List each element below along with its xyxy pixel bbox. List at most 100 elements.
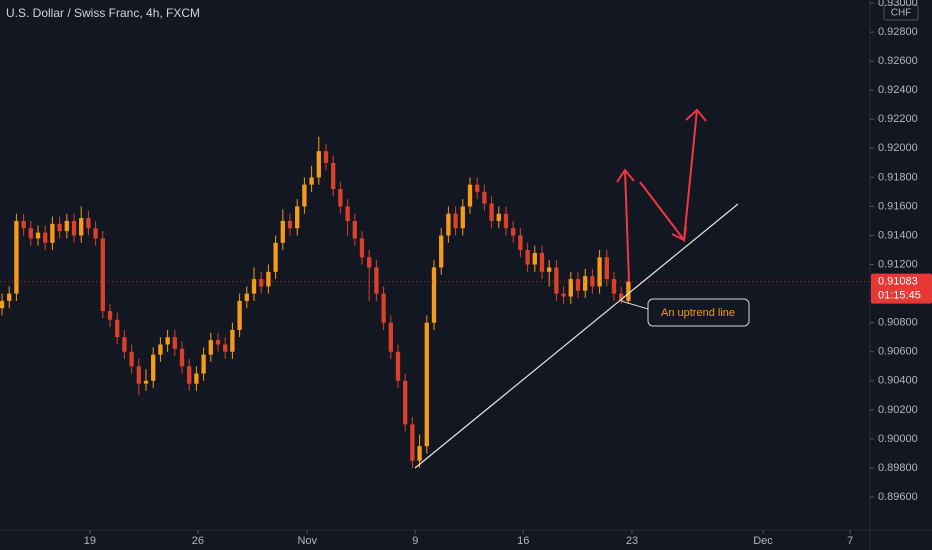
y-tick-label: 0.92600 bbox=[878, 55, 918, 67]
y-tick-label: 0.90800 bbox=[878, 317, 918, 329]
y-tick-label: 0.90200 bbox=[878, 404, 918, 416]
candle-body bbox=[611, 279, 617, 294]
candle-body bbox=[323, 151, 329, 163]
candle-body bbox=[511, 228, 516, 236]
x-tick-label: Nov bbox=[297, 535, 317, 547]
candle-body bbox=[583, 276, 588, 291]
arrow-head bbox=[616, 168, 635, 183]
candle-body bbox=[561, 293, 566, 297]
candle-body bbox=[187, 366, 192, 384]
candle-body bbox=[71, 220, 77, 236]
candle-body bbox=[424, 322, 429, 447]
y-tick-label: 0.91600 bbox=[878, 200, 918, 212]
arrows bbox=[616, 108, 707, 283]
x-tick-label: 19 bbox=[84, 535, 96, 547]
candle-body bbox=[266, 271, 271, 287]
candle-body bbox=[194, 373, 199, 384]
candle-body bbox=[575, 279, 581, 291]
candle-body bbox=[86, 218, 91, 229]
candle-body bbox=[158, 344, 163, 355]
candle-body bbox=[0, 300, 5, 309]
y-tick-label: 0.92000 bbox=[878, 142, 918, 154]
y-tick-label: 0.91800 bbox=[878, 171, 918, 183]
candle-body bbox=[273, 242, 278, 272]
candle-body bbox=[165, 337, 170, 345]
candle-body bbox=[532, 252, 537, 265]
candle-body bbox=[410, 424, 415, 461]
x-tick-label: 26 bbox=[192, 535, 204, 547]
candle-body bbox=[467, 184, 473, 207]
candle-body bbox=[215, 340, 221, 345]
candle-body bbox=[129, 351, 134, 367]
candle-body bbox=[179, 348, 185, 367]
candle-body bbox=[568, 279, 573, 297]
candle-body bbox=[417, 446, 422, 461]
candle-body bbox=[503, 213, 509, 229]
y-tick-label: 0.92800 bbox=[878, 26, 918, 38]
candle-body bbox=[295, 206, 300, 229]
candle-body bbox=[251, 279, 257, 294]
candle-body bbox=[518, 235, 523, 251]
candles bbox=[0, 136, 631, 468]
candle-body bbox=[453, 213, 458, 229]
annotation-text: An uptrend line bbox=[661, 307, 735, 319]
candle-body bbox=[259, 279, 264, 287]
candle-body bbox=[525, 250, 530, 265]
y-tick-label: 0.90000 bbox=[878, 433, 918, 445]
candle-body bbox=[446, 213, 451, 236]
candle-body bbox=[496, 213, 501, 221]
y-tick-label: 0.90600 bbox=[878, 346, 918, 358]
candle-body bbox=[287, 220, 293, 229]
candle-body bbox=[14, 220, 19, 294]
candle-body bbox=[403, 380, 408, 425]
candle-body bbox=[64, 220, 69, 232]
candle-body bbox=[35, 232, 41, 239]
x-tick-label: 23 bbox=[626, 535, 638, 547]
candle-body bbox=[395, 351, 401, 381]
y-tick-label: 0.89600 bbox=[878, 491, 918, 503]
candle-body bbox=[223, 344, 228, 352]
candle-body bbox=[244, 293, 249, 301]
candle-body bbox=[143, 380, 149, 384]
candle-body bbox=[388, 322, 393, 352]
last-price-label: 0.91083 bbox=[878, 275, 918, 287]
candle-body bbox=[604, 257, 609, 280]
candle-body bbox=[431, 267, 437, 323]
y-tick-label: 0.91400 bbox=[878, 229, 918, 241]
x-tick-label: 7 bbox=[847, 535, 853, 547]
currency-label: CHF bbox=[891, 8, 912, 19]
candle-body bbox=[7, 293, 12, 301]
candle-body bbox=[43, 232, 48, 243]
x-tick-label: 9 bbox=[412, 535, 418, 547]
candle-body bbox=[554, 267, 559, 294]
candle-body bbox=[57, 223, 62, 232]
candle-body bbox=[338, 189, 343, 207]
y-tick-label: 0.93000 bbox=[878, 0, 918, 9]
candle-body bbox=[100, 238, 105, 312]
candle-body bbox=[359, 238, 365, 258]
y-tick-label: 0.92400 bbox=[878, 84, 918, 96]
candle-body bbox=[345, 206, 350, 221]
candle-body bbox=[626, 281, 631, 301]
candle-body bbox=[21, 220, 26, 229]
candle-body bbox=[309, 177, 314, 185]
arrow-head bbox=[671, 226, 687, 242]
candle-body bbox=[280, 220, 285, 243]
trend-line bbox=[414, 203, 739, 469]
candle-body bbox=[547, 267, 552, 272]
candle-body bbox=[79, 218, 84, 236]
arrow-head bbox=[685, 108, 707, 122]
x-tick-label: 16 bbox=[517, 535, 529, 547]
candle-body bbox=[208, 340, 213, 355]
y-tick-label: 0.89800 bbox=[878, 462, 918, 474]
candle-body bbox=[230, 329, 235, 352]
currency-box bbox=[883, 4, 919, 21]
candle-body bbox=[136, 366, 141, 384]
candle-body bbox=[122, 337, 127, 352]
chart-title: U.S. Dollar / Swiss Franc, 4h, FXCM bbox=[6, 6, 200, 20]
candle-body bbox=[28, 228, 33, 239]
candle-body bbox=[482, 191, 487, 204]
candle-body bbox=[475, 184, 480, 192]
candle-body bbox=[107, 311, 113, 320]
